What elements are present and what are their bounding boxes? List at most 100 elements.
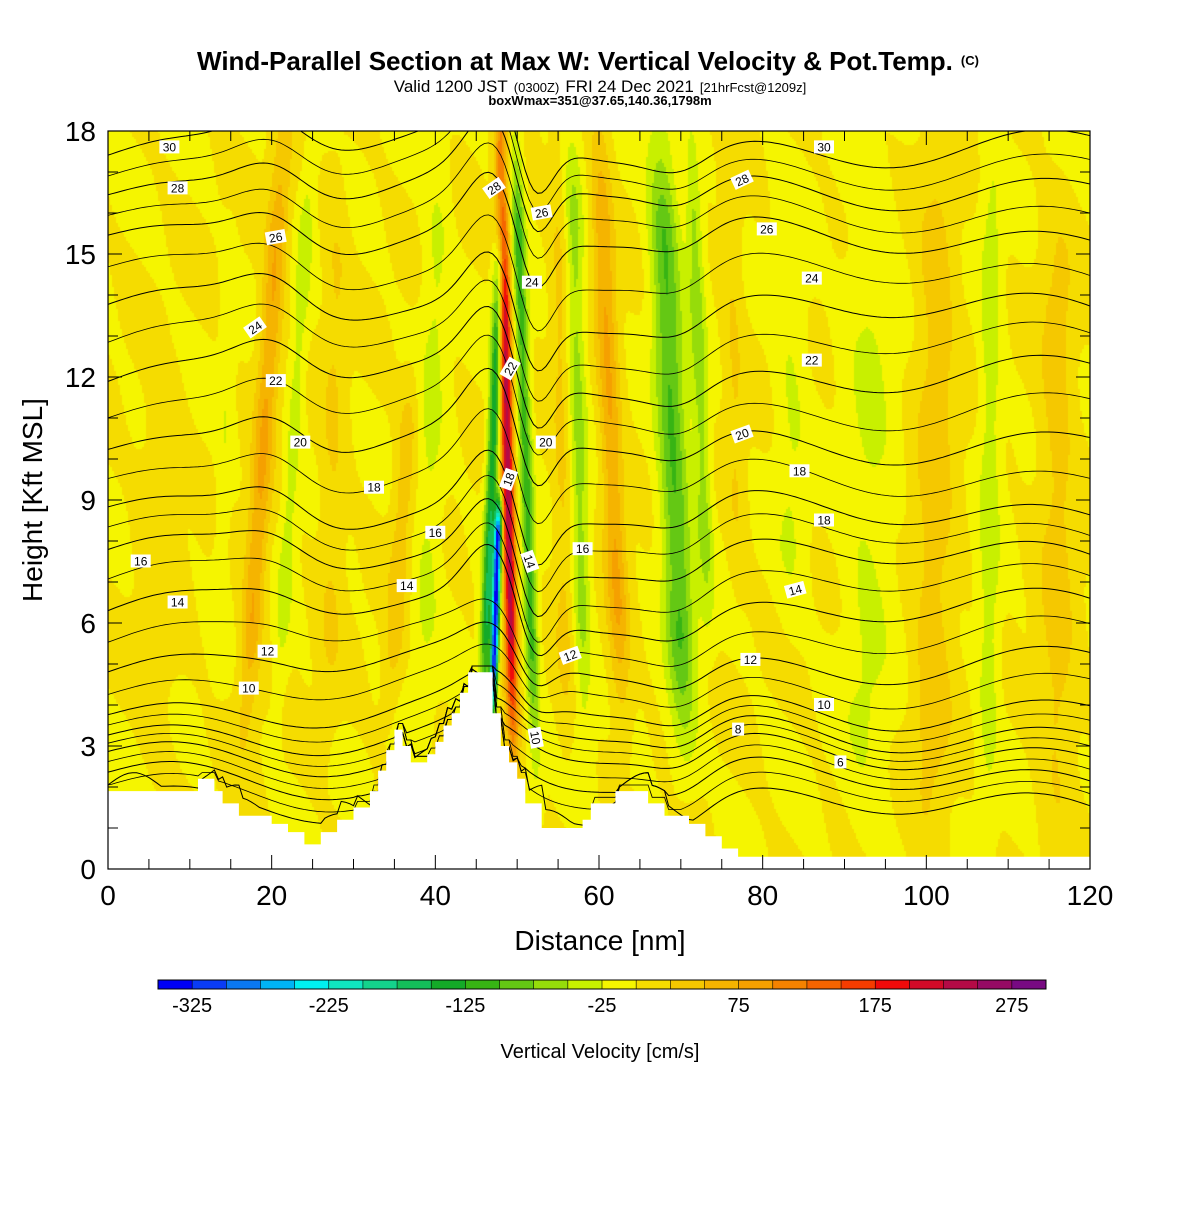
contour-label: 20 [535,435,556,450]
theta-contour-labels: 30 28 26 24 22 20 18 16 16 14 14 12 10 28 26 24 22 20 18 16… [130,140,847,769]
colorbar-swatch [636,980,671,989]
chart-title: Wind-Parallel Section at Max W: Vertical… [197,46,979,76]
contour-label: 16 [425,525,446,540]
contour-label: 24 [243,316,267,339]
theta-contour-18 [108,449,1090,566]
contour-label: 30 [159,140,180,154]
theta-contour-30 [108,131,1090,194]
colorbar-tick-label: 275 [995,995,1028,1017]
contour-label-box [257,644,278,658]
contour-label-box [264,228,287,246]
y-tick-label: 6 [80,608,96,639]
theta-contours [108,131,1090,826]
contour-label-text: 18 [500,471,518,489]
contour-label-box [814,698,834,711]
contour-label-text: 6 [837,755,844,769]
y-axis-label: Height [Kft MSL] [17,398,48,602]
contour-label: 20 [290,435,311,450]
contour-label-text: 22 [269,374,283,388]
colorbar-swatch [533,980,569,989]
contour-label-box [243,316,267,339]
contour-label-text: 28 [171,181,185,195]
theta-contour-minor [108,665,1090,767]
contour-label-box [527,726,544,749]
contour-label: 14 [520,549,540,573]
theta-contour-minor [108,142,1090,259]
contour-label-text: 18 [793,464,807,478]
colorbar-tick-label: -125 [445,995,485,1017]
colorbar-swatch [977,980,1013,989]
theta-contour-minor [108,279,1090,402]
contour-label: 16 [572,542,593,556]
contour-label-box [535,435,556,449]
contour-label-text: 20 [294,436,308,450]
colorbar-swatch [294,980,330,989]
contour-label-text: 26 [534,205,550,221]
contour-label: 12 [257,644,278,659]
contour-label: 18 [499,467,519,491]
contour-label-text: 30 [163,140,177,154]
contour-label-text: 8 [735,723,742,737]
colorbar-swatch [943,980,978,989]
x-tick-label: 100 [903,880,950,911]
velocity-field [108,131,1090,869]
axis-ticks [107,130,1091,870]
contour-label-text: 14 [787,582,804,599]
x-tick-label: 20 [256,880,287,911]
contour-label-text: 16 [134,555,148,569]
contour-label-box [265,374,286,388]
theta-contour-minor [108,214,1090,332]
contour-label-text: 22 [501,359,520,378]
theta-contour-minor [108,598,1090,675]
contour-label-text: 14 [400,579,414,593]
contour-label-box [238,681,259,695]
contour-label: 6 [834,755,847,769]
contour-label-text: 18 [367,481,381,495]
contour-label-text: 24 [805,272,819,286]
contour-label-text: 14 [521,553,539,571]
contour-label: 30 [814,140,834,154]
theta-contour-minor [108,665,1090,813]
contour-label-box [396,579,417,593]
contour-label-text: 24 [525,276,539,290]
colorbar-swatch [772,980,808,989]
colorbar-swatch [431,980,466,989]
colorbar-swatch [1011,980,1047,989]
contour-label-text: 12 [744,653,758,667]
contour-label-box [482,176,506,200]
contour-label-text: 12 [261,645,275,659]
contour-label: 10 [527,726,544,749]
theta-contour-26 [108,171,1090,288]
y-tick-label: 9 [80,485,96,516]
plot-area: 30 28 26 24 22 20 18 16 16 14 14 12 10 28 26 24 22 20 18 16… [108,131,1090,869]
contour-label: 12 [558,645,582,665]
colorbar-swatch [806,980,842,989]
contour-label-box [290,435,311,449]
theta-contour-28 [108,131,1090,233]
colorbar-swatch [465,980,500,989]
contour-label: 22 [801,353,822,368]
theta-contour-minor [108,665,1090,789]
contour-label-box [814,513,834,527]
contour-label-box [756,222,777,236]
contour-label-text: 26 [760,222,774,236]
contour-label: 8 [732,722,745,737]
contour-label-box [730,424,754,444]
colorbar-tick-label: -325 [172,995,212,1017]
contour-label: 28 [730,169,754,190]
colorbar-swatch [158,980,193,989]
contour-label: 18 [814,513,834,528]
contour-label: 24 [801,271,822,286]
contour-label-text: 10 [242,682,256,696]
contour-label: 14 [783,580,807,599]
x-tick-label: 0 [100,880,116,911]
contour-label-text: 20 [539,436,553,450]
colorbar-swatch [670,980,705,989]
contour-label: 26 [530,204,553,221]
contour-label-box [159,140,180,154]
contour-label: 14 [396,579,417,593]
contour-label-box [834,755,847,769]
x-axis-label: Distance [nm] [514,925,685,956]
